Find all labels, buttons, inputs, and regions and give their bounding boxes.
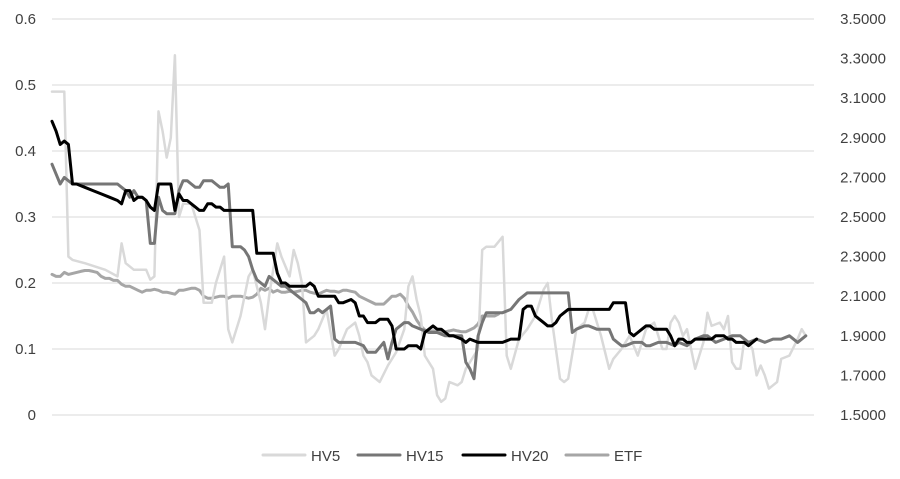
- right-tick-label: 2.1000: [840, 288, 886, 305]
- right-tick-label: 2.7000: [840, 169, 886, 186]
- left-tick-label: 0.1: [15, 341, 36, 358]
- right-tick-label: 2.9000: [840, 130, 886, 147]
- left-tick-label: 0.6: [15, 11, 36, 28]
- right-tick-label: 3.5000: [840, 11, 886, 28]
- right-tick-label: 1.5000: [840, 407, 886, 424]
- legend-item-hv5: HV5: [261, 448, 340, 465]
- right-tick-label: 2.5000: [840, 209, 886, 226]
- right-axis-ticks: 1.5000 1.7000 1.9000 2.1000 2.3000 2.5000 2.70…: [840, 11, 886, 424]
- left-tick-label: 0.2: [15, 275, 36, 292]
- legend-item-etf: ETF: [564, 448, 642, 465]
- series-line-hv5: [50, 54, 808, 404]
- legend-item-hv15: HV15: [356, 448, 444, 465]
- right-tick-label: 1.7000: [840, 367, 886, 384]
- left-tick-label: 0.3: [15, 209, 36, 226]
- left-tick-label: 0.4: [15, 143, 36, 160]
- left-axis-ticks: 0 0.1 0.2 0.3 0.4 0.5 0.6: [15, 11, 36, 424]
- left-tick-label: 0: [28, 407, 36, 424]
- series-line-hv15: [50, 162, 808, 381]
- legend-label-hv15: HV15: [406, 448, 444, 465]
- legend: HV5 HV15 HV20 ETF: [261, 448, 642, 465]
- series-line-hv20: [50, 119, 759, 351]
- series-lines: [50, 54, 808, 404]
- legend-label-etf: ETF: [614, 448, 642, 465]
- right-tick-label: 3.3000: [840, 51, 886, 68]
- legend-label-hv20: HV20: [511, 448, 549, 465]
- legend-label-hv5: HV5: [311, 448, 340, 465]
- right-tick-label: 3.1000: [840, 90, 886, 107]
- legend-item-hv20: HV20: [461, 448, 549, 465]
- right-tick-label: 2.3000: [840, 249, 886, 266]
- left-tick-label: 0.5: [15, 77, 36, 94]
- right-tick-label: 1.9000: [840, 328, 886, 345]
